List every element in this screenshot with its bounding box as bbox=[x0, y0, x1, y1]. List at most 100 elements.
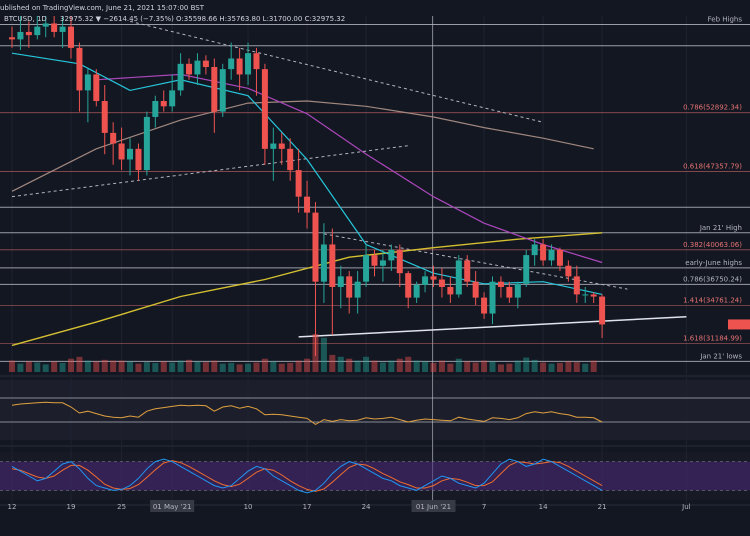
candle bbox=[599, 294, 606, 338]
candle bbox=[565, 260, 572, 282]
candle bbox=[523, 249, 530, 287]
candle-body bbox=[186, 63, 193, 75]
candle-body bbox=[422, 276, 429, 285]
candle-body bbox=[346, 276, 353, 298]
stoch-band bbox=[0, 461, 750, 491]
candle-body bbox=[110, 132, 117, 144]
candle bbox=[320, 223, 327, 303]
volume-bar bbox=[329, 354, 336, 372]
candle-body bbox=[405, 273, 412, 298]
stoch-d-line bbox=[11, 460, 603, 492]
candle bbox=[34, 16, 41, 40]
candle bbox=[211, 58, 218, 133]
volume-bar bbox=[253, 362, 260, 372]
trend-line bbox=[298, 315, 687, 338]
level-label: 1.414(34761.24) bbox=[683, 296, 742, 304]
x-tick-label: Jul bbox=[681, 503, 691, 511]
volume-bar bbox=[565, 361, 572, 372]
candle-body bbox=[481, 297, 488, 314]
candle-body bbox=[84, 74, 91, 91]
candle bbox=[202, 55, 209, 75]
candle bbox=[287, 138, 294, 181]
volume-bar bbox=[143, 362, 150, 372]
candle-body bbox=[211, 67, 218, 112]
candle bbox=[295, 148, 302, 213]
candle bbox=[447, 276, 454, 303]
volume-bar bbox=[160, 361, 167, 372]
volume-bar bbox=[472, 362, 479, 372]
level-label: 0.382(40063.06) bbox=[683, 241, 742, 249]
candle bbox=[59, 16, 66, 48]
ema200-line bbox=[11, 232, 603, 347]
candle bbox=[228, 42, 235, 80]
volume-bar bbox=[573, 362, 580, 372]
volume-bar bbox=[59, 362, 66, 372]
candle-body bbox=[396, 249, 403, 274]
candle-body bbox=[261, 69, 268, 149]
candle-body bbox=[51, 23, 58, 32]
candle-body bbox=[143, 116, 150, 171]
header-bar bbox=[0, 0, 750, 15]
candle-body bbox=[25, 31, 32, 36]
candle-body bbox=[177, 63, 184, 91]
volume-bar bbox=[152, 362, 159, 372]
rsi-line bbox=[11, 401, 603, 425]
candle bbox=[143, 111, 150, 176]
candle-body bbox=[245, 53, 252, 75]
volume-bar bbox=[388, 360, 395, 372]
x-tick-label: 19 bbox=[67, 503, 76, 511]
volume-bar bbox=[169, 362, 176, 372]
level-label: 0.786(36750.24) bbox=[683, 275, 742, 283]
x-tick-label: 24 bbox=[362, 503, 371, 511]
candle-body bbox=[472, 281, 479, 298]
candle bbox=[194, 53, 201, 86]
candle-body bbox=[430, 276, 437, 280]
candle bbox=[135, 143, 142, 181]
level-label: Feb Highs bbox=[708, 16, 743, 24]
candle bbox=[506, 281, 513, 303]
volume-bar bbox=[211, 360, 218, 372]
candle-body bbox=[17, 31, 24, 40]
candle bbox=[278, 132, 285, 165]
volume-bar bbox=[194, 361, 201, 372]
candle-body bbox=[489, 281, 496, 314]
volume-bar bbox=[379, 362, 386, 372]
candle bbox=[9, 26, 15, 48]
volume-bar bbox=[270, 361, 277, 372]
candle bbox=[236, 47, 243, 91]
volume-bar bbox=[413, 360, 420, 372]
candle bbox=[582, 286, 589, 303]
x-tick-label: 01 May '21 bbox=[153, 503, 192, 511]
candle-body bbox=[202, 60, 209, 68]
candle-body bbox=[76, 47, 83, 91]
volume-bar bbox=[447, 363, 454, 372]
volume-bar bbox=[34, 362, 41, 372]
candle-body bbox=[236, 58, 243, 75]
candle bbox=[413, 281, 420, 303]
candle-body bbox=[127, 148, 134, 160]
candle bbox=[219, 63, 226, 117]
candle-body bbox=[101, 101, 108, 133]
x-tick-label: 25 bbox=[117, 503, 126, 511]
volume-bar bbox=[9, 360, 15, 372]
volume-bar bbox=[68, 358, 75, 372]
candle-body bbox=[379, 260, 386, 266]
volume-bar bbox=[127, 361, 134, 372]
candle-body bbox=[253, 53, 260, 70]
candle-body bbox=[354, 281, 361, 298]
candle bbox=[573, 265, 580, 303]
candle bbox=[371, 249, 378, 277]
candle-body bbox=[447, 286, 454, 295]
x-tick-label: 12 bbox=[8, 503, 17, 511]
candle-body bbox=[118, 143, 125, 160]
candle bbox=[405, 271, 412, 309]
candle bbox=[17, 16, 24, 51]
candle bbox=[540, 239, 547, 266]
volume-bar bbox=[548, 363, 555, 372]
candle-body bbox=[531, 244, 538, 256]
volume-bar bbox=[17, 363, 24, 372]
volume-bar bbox=[514, 360, 521, 372]
volume-bar bbox=[430, 362, 437, 372]
candle-body bbox=[329, 244, 336, 287]
